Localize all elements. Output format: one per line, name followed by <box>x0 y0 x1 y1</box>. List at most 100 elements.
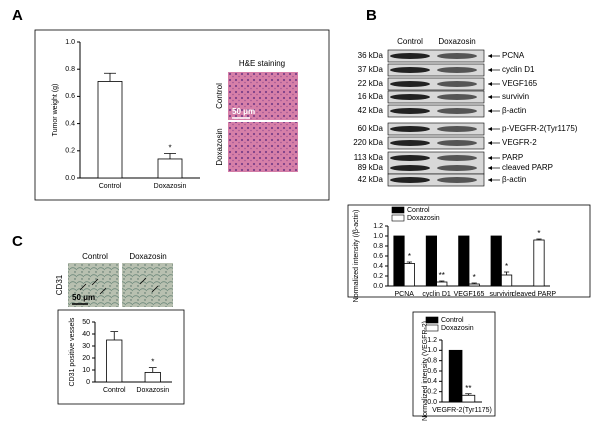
y-tick-label: 1.0 <box>65 39 75 46</box>
y-tick-label: 30 <box>82 343 90 350</box>
y-tick-label: 1.2 <box>373 223 383 230</box>
bar <box>425 235 437 287</box>
legend-label: Control <box>441 317 464 324</box>
y-tick-label: 0.0 <box>65 175 75 182</box>
blot-strip <box>387 136 485 150</box>
arrow-head <box>488 156 492 160</box>
blot-band <box>390 108 430 114</box>
protein-label: cyclin D1 <box>502 65 535 74</box>
y-axis-label: Tumor weight (g) <box>52 84 59 137</box>
blot-strip <box>387 77 485 91</box>
blot-band <box>437 140 477 146</box>
bar <box>393 235 405 287</box>
blot-band <box>390 53 430 59</box>
legend-swatch <box>425 324 439 332</box>
blot-strip <box>387 173 485 187</box>
y-tick-label: 0.2 <box>373 273 383 280</box>
legend-swatch <box>391 214 405 222</box>
significance: * <box>505 262 508 271</box>
error-bar <box>148 367 157 373</box>
y-tick-label: 0.6 <box>373 253 383 260</box>
y-tick-label: 0.6 <box>427 368 437 375</box>
arrow-head <box>488 127 492 131</box>
he-image <box>228 122 298 172</box>
protein-label: PCNA <box>502 51 525 60</box>
significance: * <box>473 273 476 282</box>
legend-swatch <box>425 316 439 324</box>
y-tick-label: 1.2 <box>427 337 437 344</box>
blot-band <box>390 67 430 73</box>
error-bar <box>439 280 445 282</box>
blot-band <box>437 155 477 161</box>
bar <box>144 371 161 383</box>
cd31-image <box>68 263 119 307</box>
error-bar <box>110 331 119 340</box>
arrow-head <box>488 68 492 72</box>
blot-strip <box>387 49 485 63</box>
bar <box>403 263 415 287</box>
x-tick-label: Doxazosin <box>136 387 169 394</box>
y-tick-label: 0.0 <box>373 283 383 290</box>
y-tick-label: 0.2 <box>427 389 437 396</box>
he-title: H&E staining <box>239 59 285 68</box>
arrow-head <box>488 95 492 99</box>
kda-label: 89 kDa <box>358 163 384 172</box>
x-tick-label: survivin <box>490 291 514 298</box>
kda-label: 220 kDa <box>353 138 383 147</box>
bar <box>461 394 476 403</box>
scale-label: 50 μm <box>232 107 255 116</box>
y-tick-label: 0.8 <box>373 243 383 250</box>
significance: * <box>537 229 540 238</box>
bar <box>97 81 123 179</box>
protein-label: p-VEGFR-2(Tyr1175) <box>502 124 578 133</box>
cd31-image <box>122 263 173 307</box>
protein-label: β-actin <box>502 175 526 184</box>
legend-label: Doxazosin <box>407 215 440 222</box>
blot-band <box>390 126 430 132</box>
bar <box>533 239 545 287</box>
kda-label: 113 kDa <box>354 153 384 162</box>
error-bar <box>465 393 472 396</box>
x-tick-label: Doxazosin <box>154 183 187 190</box>
significance: * <box>168 144 171 153</box>
error-bar <box>503 271 510 275</box>
y-tick-label: 0.6 <box>65 93 75 100</box>
arrow-head <box>488 178 492 182</box>
blot-strip <box>387 122 485 136</box>
arrow-head <box>488 141 492 145</box>
y-tick-label: 0.4 <box>373 263 383 270</box>
blot-strip <box>387 104 485 118</box>
bar <box>458 235 470 287</box>
bar <box>490 235 502 287</box>
blot-band <box>437 108 477 114</box>
arrow-head <box>488 82 492 86</box>
y-axis-label: Normalized intensity (/β-actin) <box>353 210 360 303</box>
protein-label: β-actin <box>502 106 526 115</box>
arrow-head <box>488 109 492 113</box>
blot-band <box>390 140 430 146</box>
x-tick-label: VEGFR-2(Tyr1175) <box>432 407 492 414</box>
error-bar <box>164 153 176 159</box>
y-tick-label: 0.4 <box>65 120 75 127</box>
y-tick-label: 0.8 <box>427 358 437 365</box>
y-tick-label: 0 <box>86 379 90 386</box>
y-tick-label: 0.4 <box>427 378 437 385</box>
significance: ** <box>465 384 471 393</box>
bar <box>448 349 463 403</box>
panel-frame <box>34 29 330 201</box>
blot-band <box>437 67 477 73</box>
significance: * <box>408 252 411 261</box>
y-tick-label: 0.8 <box>65 66 75 73</box>
blot-band <box>437 177 477 183</box>
x-tick-label: PCNA <box>394 291 414 298</box>
legend-label: Control <box>407 207 430 214</box>
bar <box>436 281 448 287</box>
x-tick-label: cleaved PARP <box>511 291 556 298</box>
bar <box>468 283 480 287</box>
bar <box>500 274 513 287</box>
blot-band <box>390 165 430 171</box>
protein-label: VEGFR-2 <box>502 138 537 147</box>
y-axis-label: Normalized intensity (VEGFR-2) <box>422 321 429 421</box>
vessel-arrow <box>139 277 147 285</box>
y-tick-label: 40 <box>82 331 90 338</box>
